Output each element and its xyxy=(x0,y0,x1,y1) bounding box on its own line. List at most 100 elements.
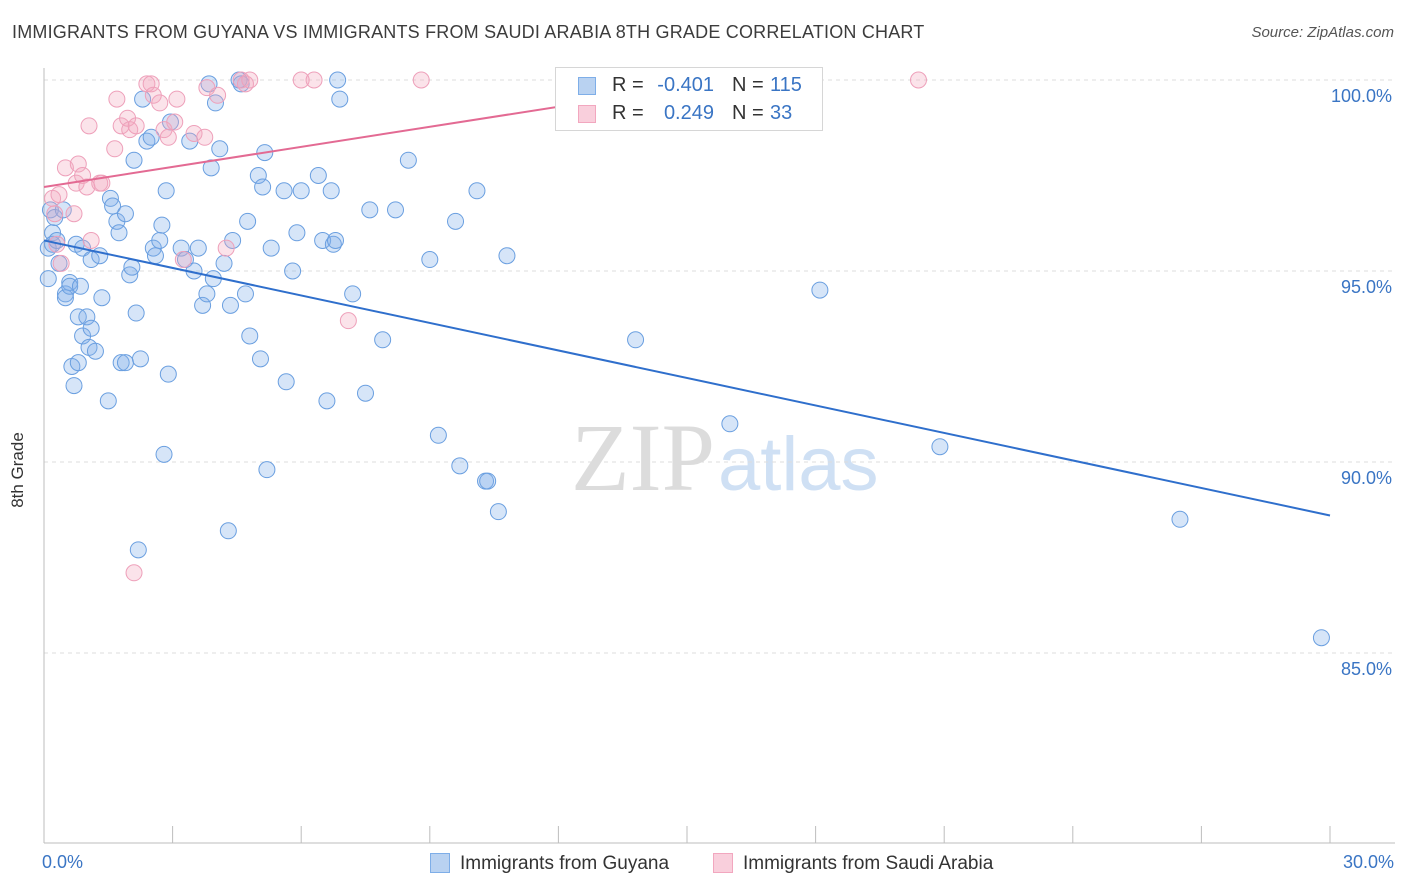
guyana-point xyxy=(309,167,327,184)
guyana-point xyxy=(468,182,486,200)
guyana-point xyxy=(221,296,239,314)
guyana-point xyxy=(93,289,111,307)
guyana-point xyxy=(277,373,295,391)
guyana-swatch xyxy=(578,77,596,95)
guyana-point xyxy=(99,392,117,410)
saudi-point xyxy=(125,564,143,582)
guyana-point xyxy=(361,201,379,219)
saudi-point xyxy=(69,155,87,173)
guyana-point xyxy=(142,128,160,146)
stat-n-value: 33 xyxy=(770,102,793,124)
saudi-point xyxy=(909,71,927,89)
guyana-point xyxy=(288,224,306,242)
saudi-point xyxy=(82,231,100,249)
saudi-point xyxy=(108,90,126,108)
saudi-point xyxy=(292,71,310,89)
guyana-point xyxy=(78,308,96,326)
legend-swatch-guyana xyxy=(430,853,450,873)
guyana-point xyxy=(254,178,272,196)
saudi-point xyxy=(217,239,235,257)
stats-box: R = -0.401 N = 115 R = 0.249 N = 33 xyxy=(555,67,823,131)
saudi-point xyxy=(151,94,169,112)
saudi-point xyxy=(56,159,74,177)
guyana-point xyxy=(399,151,417,169)
stat-r-label: R = xyxy=(612,102,644,124)
guyana-point xyxy=(71,277,89,295)
guyana-point xyxy=(331,90,349,108)
guyana-point xyxy=(931,438,949,456)
guyana-point xyxy=(232,75,250,93)
guyana-point xyxy=(292,182,310,200)
guyana-point xyxy=(429,426,447,444)
guyana-point xyxy=(82,319,100,337)
guyana-point xyxy=(627,331,645,349)
stat-n-label: N = xyxy=(732,102,764,124)
guyana-point xyxy=(239,212,257,230)
saudi-point xyxy=(159,128,177,146)
saudi-point xyxy=(50,186,68,204)
guyana-point xyxy=(447,212,465,230)
guyana-point xyxy=(258,461,276,479)
guyana-point xyxy=(1312,629,1330,647)
guyana-point xyxy=(116,205,134,223)
guyana-point xyxy=(322,182,340,200)
saudi-point xyxy=(52,254,70,272)
stats-row-guyana: R = -0.401 N = 115 xyxy=(556,73,822,101)
guyana-point xyxy=(318,392,336,410)
guyana-point xyxy=(159,365,177,383)
guyana-point xyxy=(326,231,344,249)
guyana-point xyxy=(241,327,259,345)
saudi-point xyxy=(196,128,214,146)
guyana-point xyxy=(131,350,149,368)
guyana-point xyxy=(116,354,134,372)
stat-r-label: R = xyxy=(612,74,644,96)
saudi-point xyxy=(174,251,192,269)
guyana-point xyxy=(123,258,141,276)
saudi-point xyxy=(127,117,145,135)
guyana-point xyxy=(198,285,216,303)
guyana-point xyxy=(155,445,173,463)
saudi-point xyxy=(339,312,357,330)
watermark-zip: ZIP xyxy=(571,404,715,511)
guyana-point xyxy=(39,270,57,288)
saudi-point xyxy=(185,124,203,142)
guyana-point xyxy=(498,247,516,265)
guyana-point xyxy=(127,304,145,322)
guyana-point xyxy=(344,285,362,303)
saudi-point xyxy=(65,205,83,223)
legend-label-saudi: Immigrants from Saudi Arabia xyxy=(743,853,994,874)
guyana-trend-line xyxy=(43,239,1331,517)
guyana-point xyxy=(275,182,293,200)
legend-swatch-saudi xyxy=(713,853,733,873)
saudi-swatch xyxy=(578,105,596,123)
guyana-point xyxy=(112,354,130,372)
guyana-point xyxy=(249,167,267,184)
guyana-point xyxy=(489,503,507,521)
guyana-point xyxy=(194,296,212,314)
stat-r-value: -0.401 xyxy=(657,74,714,96)
stats-row-saudi: R = 0.249 N = 33 xyxy=(556,101,822,129)
guyana-point xyxy=(387,201,405,219)
stat-n-value: 115 xyxy=(770,74,802,96)
guyana-point xyxy=(479,472,497,490)
guyana-point xyxy=(86,342,104,360)
y-tick-label: 95.0% xyxy=(1340,277,1392,297)
guyana-point xyxy=(91,247,109,265)
guyana-point xyxy=(284,262,302,280)
saudi-point xyxy=(80,117,98,135)
chart-title: IMMIGRANTS FROM GUYANA VS IMMIGRANTS FRO… xyxy=(12,22,925,42)
guyana-point xyxy=(215,254,233,272)
guyana-point xyxy=(329,71,347,89)
guyana-point xyxy=(69,354,87,372)
guyana-point xyxy=(451,457,469,475)
watermark-atlas: atlas xyxy=(718,422,879,507)
legend-label-guyana: Immigrants from Guyana xyxy=(460,853,670,874)
guyana-point xyxy=(357,384,374,402)
guyana-point xyxy=(251,350,269,368)
stat-r-value: 0.249 xyxy=(663,102,714,124)
x-tick-label: 0.0% xyxy=(42,852,84,872)
saudi-point xyxy=(305,71,323,89)
saudi-point xyxy=(106,140,124,158)
guyana-point xyxy=(721,415,739,433)
